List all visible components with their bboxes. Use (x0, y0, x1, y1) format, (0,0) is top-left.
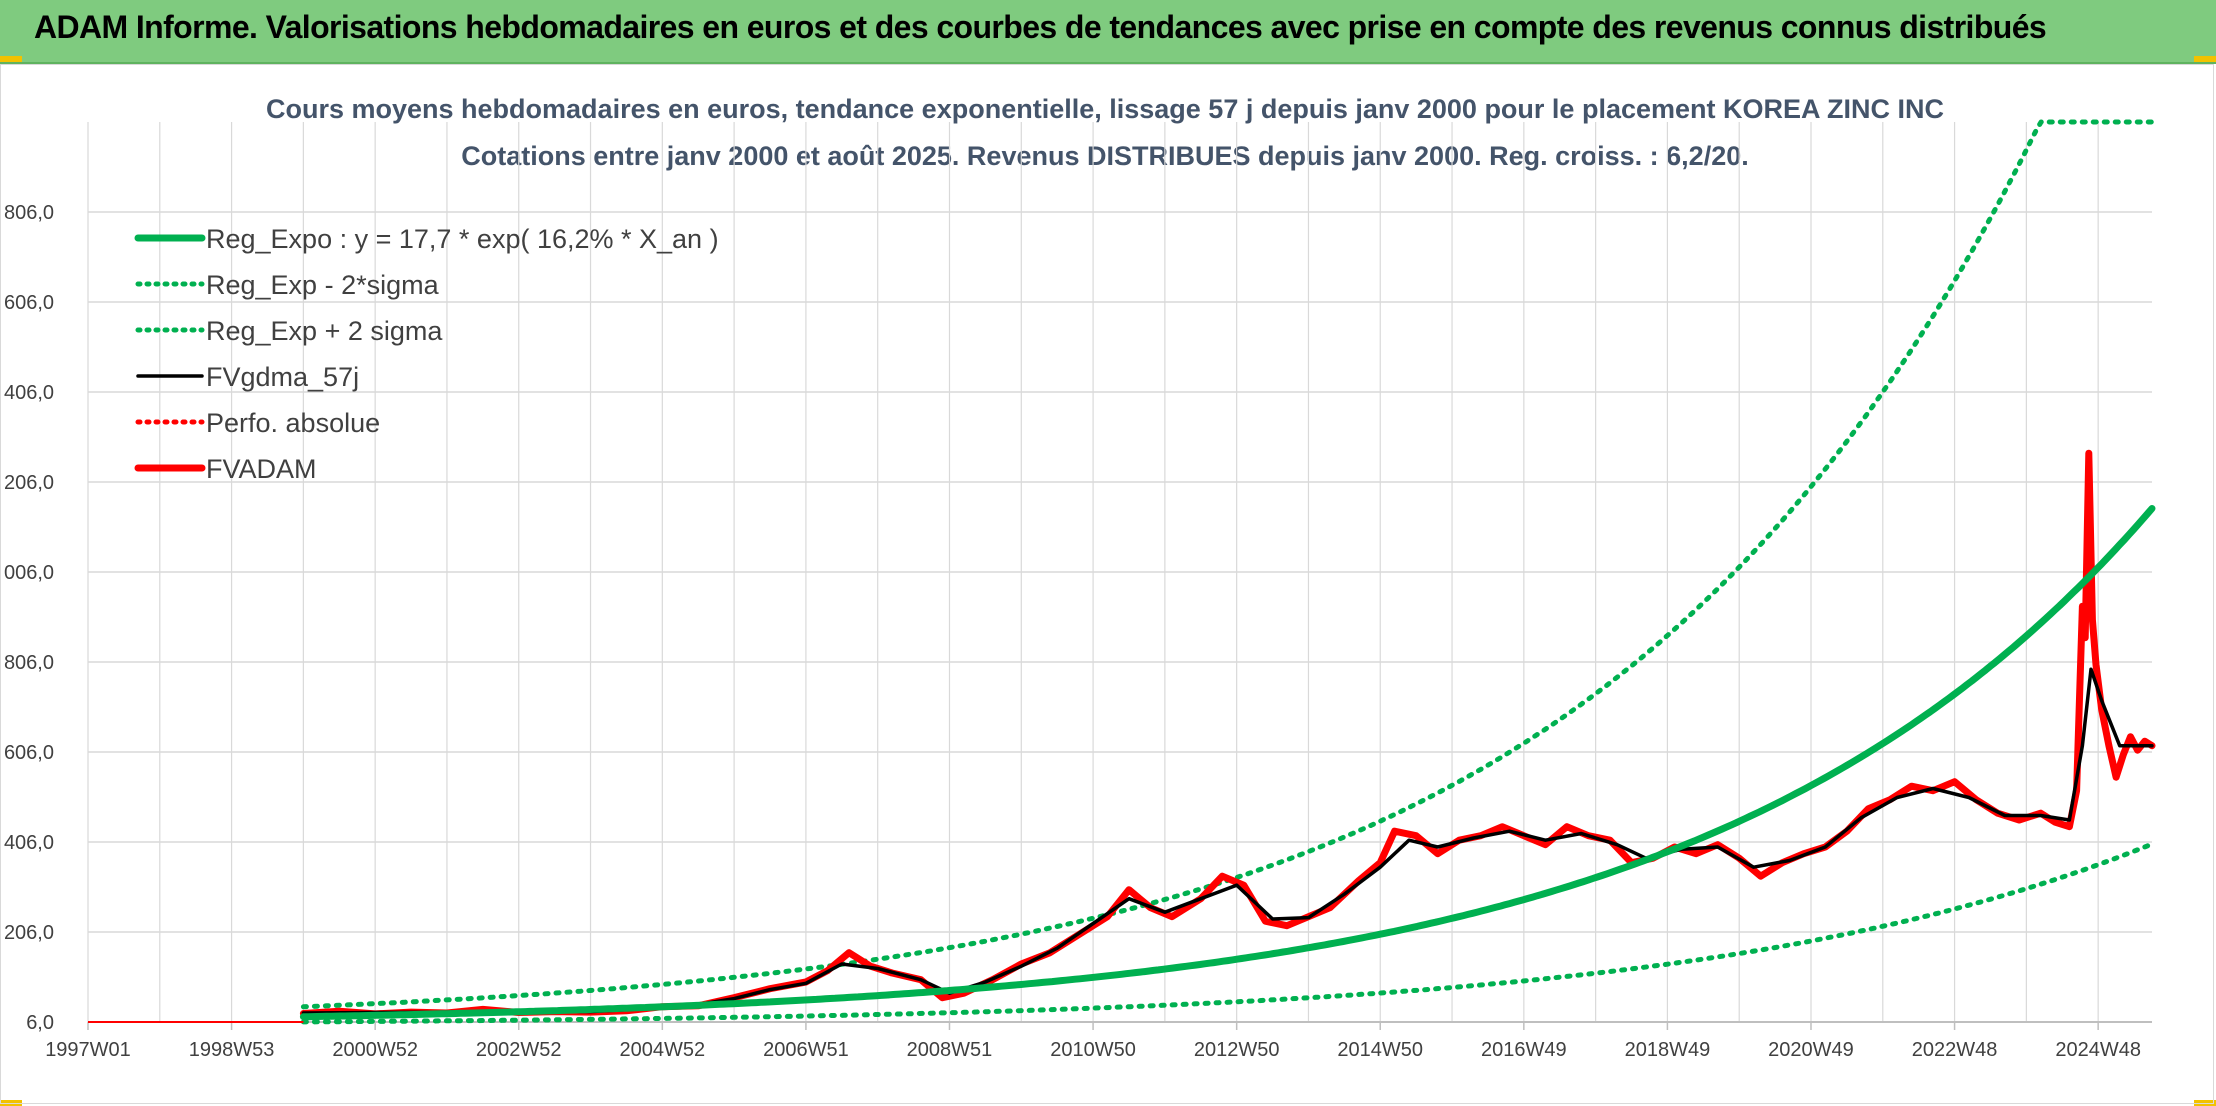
x-tick-label: 2008W51 (907, 1039, 993, 1061)
x-tick-label: 2022W48 (1912, 1039, 1998, 1061)
chart-frame (0, 64, 2214, 1104)
y-tick-label: 206,0 (4, 922, 54, 944)
x-tick-label: 2016W49 (1481, 1039, 1567, 1061)
x-tick-label: 2000W52 (332, 1039, 418, 1061)
y-tick-label: 606,0 (4, 742, 54, 764)
report-title: ADAM Informe. Valorisations hebdomadaire… (34, 9, 2047, 45)
y-tick-label: 6,0 (26, 1012, 54, 1034)
legend-label: FVgdma_57j (206, 362, 359, 392)
x-tick-label: 2018W49 (1625, 1039, 1711, 1061)
series-reg-expo (299, 505, 2156, 1021)
x-tick-label: 1998W53 (189, 1039, 275, 1061)
x-tick-label: 2010W50 (1050, 1039, 1136, 1061)
y-tick-label: 1 806,0 (0, 202, 54, 224)
x-tick-label: 2012W50 (1194, 1039, 1280, 1061)
y-tick-label: 406,0 (4, 832, 54, 854)
chart-title-line-2: Cotations entre janv 2000 et août 2025. … (461, 141, 1748, 171)
x-tick-label: 2024W48 (2055, 1039, 2141, 1061)
x-tick-label: 2002W52 (476, 1039, 562, 1061)
series-reg-minus-2sigma (300, 841, 2155, 1025)
x-tick-label: 2004W52 (620, 1039, 706, 1061)
corner-marker (0, 56, 22, 62)
legend-label: Perfo. absolue (206, 408, 380, 438)
legend-label: Reg_Exp - 2*sigma (206, 270, 440, 300)
legend-label: Reg_Expo : y = 17,7 * exp( 16,2% * X_an … (206, 224, 719, 254)
series-fvgdma (301, 667, 2154, 1015)
legend-label: FVADAM (206, 454, 317, 484)
corner-marker (2194, 56, 2216, 62)
y-tick-label: 1 206,0 (0, 472, 54, 494)
y-tick-label: 1 006,0 (0, 562, 54, 584)
x-tick-label: 2020W49 (1768, 1039, 1854, 1061)
x-tick-label: 2014W50 (1337, 1039, 1423, 1061)
legend-label: Reg_Exp + 2 sigma (206, 316, 443, 346)
series-reg-plus-2sigma (300, 119, 2155, 1010)
x-tick-label: 2006W51 (763, 1039, 849, 1061)
y-tick-label: 1 406,0 (0, 382, 54, 404)
report-banner: ADAM Informe. Valorisations hebdomadaire… (0, 0, 2216, 64)
y-tick-label: 806,0 (4, 652, 54, 674)
x-tick-label: 1997W01 (45, 1039, 131, 1061)
y-tick-label: 1 606,0 (0, 292, 54, 314)
chart-title-line-1: Cours moyens hebdomadaires en euros, ten… (266, 94, 1944, 124)
